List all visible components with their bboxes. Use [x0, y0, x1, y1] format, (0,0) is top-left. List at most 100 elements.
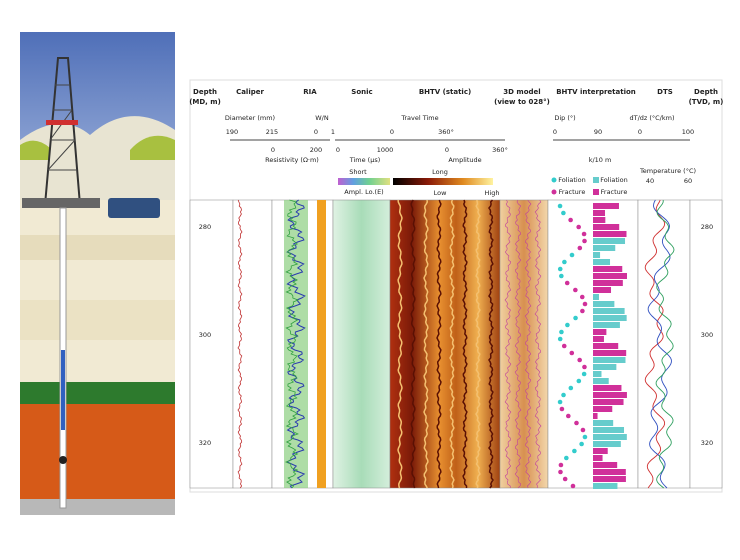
bar-decor: [593, 322, 620, 328]
symbol: [561, 392, 566, 398]
column-header: BHTV (static): [419, 88, 471, 96]
scale-tick: 0: [638, 128, 642, 136]
bar-decor: [593, 364, 617, 370]
log-curve: [436, 199, 442, 489]
symbol: [557, 336, 563, 342]
track: [689, 199, 723, 489]
depth-label: 300: [701, 331, 713, 339]
symbol: [580, 308, 585, 314]
scale-label: W/N: [315, 114, 329, 122]
symbol: [573, 315, 578, 321]
track: [499, 199, 549, 489]
symbol: [558, 469, 563, 475]
symbol: [582, 301, 588, 307]
symbol: [568, 385, 574, 391]
symbol: [581, 231, 587, 237]
log-curve: [462, 199, 468, 488]
bar-decor: [593, 336, 604, 342]
bar-decor: [593, 392, 627, 398]
column-header: (view to 028°): [494, 98, 550, 106]
bar-decor: [593, 343, 619, 349]
symbol: [569, 350, 575, 356]
bar-decor: [593, 399, 624, 405]
log-curve: [514, 199, 522, 489]
bar-decor: [593, 455, 603, 461]
scale-tick: 200: [310, 146, 322, 154]
symbol: [574, 420, 579, 426]
bar-decor: [593, 224, 620, 230]
depth-label: 280: [701, 223, 713, 231]
bar-decor: [593, 378, 609, 384]
colorbar: [338, 178, 390, 185]
bar-decor: [593, 434, 627, 440]
scale-tick: 0: [336, 146, 340, 154]
depth-label: 320: [701, 439, 713, 447]
colorbar-label: Low: [434, 189, 447, 197]
symbol: [564, 455, 569, 461]
bar-decor: [593, 217, 606, 223]
legend-label: Fracture: [601, 188, 628, 196]
scale-label: dT/dz (°C/km): [629, 114, 674, 122]
symbol: [561, 210, 566, 216]
symbol: [582, 238, 587, 244]
symbol: [559, 273, 564, 279]
legend-label: Foliation: [558, 176, 586, 184]
legend-swatch: [551, 189, 557, 195]
bar-decor: [593, 203, 619, 209]
depth-label: 300: [199, 331, 211, 339]
symbol: [577, 245, 583, 251]
scale-label: Amplitude: [448, 156, 481, 164]
log-curve: [488, 199, 494, 489]
bar-decor: [593, 308, 625, 314]
bar-decor: [593, 315, 627, 321]
bar-decor: [593, 385, 622, 391]
illustration: [20, 32, 175, 515]
bar-decor: [593, 483, 618, 489]
legend-swatch: [551, 177, 557, 183]
bar-decor: [593, 350, 627, 356]
symbol: [559, 329, 564, 335]
bar-decor: [593, 427, 625, 433]
symbol: [565, 322, 570, 328]
symbol: [559, 406, 565, 412]
log-curve: [237, 199, 243, 489]
track: [389, 199, 501, 489]
bar-decor: [593, 329, 607, 335]
bar-decor: [593, 448, 608, 454]
log-curve: [475, 199, 481, 489]
column-header: RIA: [303, 88, 317, 96]
symbol: [564, 280, 570, 286]
symbol: [572, 448, 577, 454]
log-curve: [284, 199, 300, 489]
symbol: [579, 294, 585, 300]
log-curve: [423, 199, 429, 489]
symbol: [568, 217, 573, 223]
log-curve: [524, 199, 532, 489]
column-header: Caliper: [236, 88, 264, 96]
colorbar-label: Ampl. Lo.(E): [344, 188, 383, 196]
bar-decor: [593, 371, 602, 377]
bar-decor: [593, 357, 626, 363]
symbol: [576, 378, 582, 384]
bar-decor: [593, 462, 618, 468]
scale-label: Travel Time: [400, 114, 438, 122]
track-band: [317, 200, 326, 488]
bar-decor: [593, 413, 598, 419]
scale-tick: 1: [331, 128, 335, 136]
bar-decor: [593, 406, 613, 412]
log-curve: [410, 199, 416, 489]
scale-tick: 40: [646, 177, 654, 185]
scale-tick: 90: [594, 128, 602, 136]
scale-tick: 190: [226, 128, 238, 136]
bar-decor: [593, 259, 611, 265]
scale-label: k/10 m: [589, 156, 612, 164]
scale-tick: 360°: [438, 128, 454, 136]
scale-label: Temperature (°C): [639, 167, 696, 175]
bar-decor: [593, 238, 626, 244]
column-header: 3D model: [503, 88, 540, 96]
legend-label: Foliation: [600, 176, 628, 184]
column-header: (TVD, m): [689, 98, 724, 106]
scale-tick: 100: [682, 128, 694, 136]
bar-decor: [593, 266, 623, 272]
symbol: [557, 203, 563, 209]
